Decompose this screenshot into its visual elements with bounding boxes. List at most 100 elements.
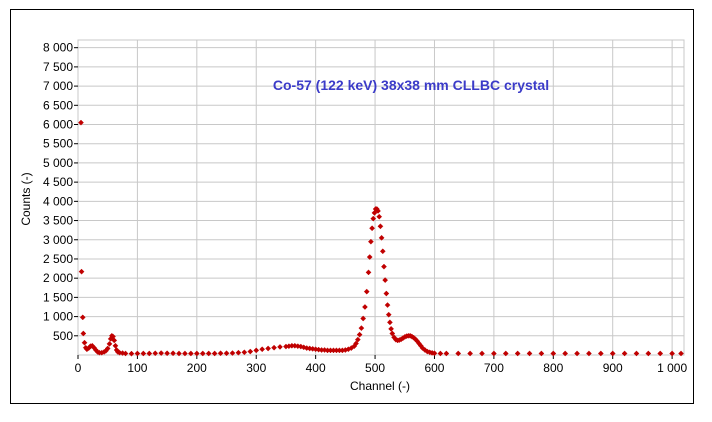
data-point	[241, 349, 248, 356]
data-point	[389, 330, 396, 337]
data-point	[609, 350, 616, 357]
chart-title: Co-57 (122 keV) 38x38 mm CLLBC crystal	[273, 77, 549, 93]
data-point	[422, 347, 428, 353]
data-point	[205, 350, 212, 357]
x-tick-label: 100	[127, 361, 147, 375]
data-point	[669, 350, 676, 357]
data-point	[277, 344, 283, 350]
x-axis-title: Channel (-)	[350, 379, 410, 393]
data-point	[562, 350, 569, 357]
data-point	[112, 342, 119, 349]
data-point	[146, 350, 153, 357]
y-tick-label: 8 000	[43, 41, 73, 55]
data-point	[211, 350, 218, 357]
x-tick-label: 900	[603, 361, 623, 375]
data-point	[78, 268, 85, 275]
data-point	[111, 337, 118, 344]
data-point	[176, 350, 182, 357]
data-point	[193, 350, 200, 357]
data-point	[80, 330, 87, 337]
x-tick-labels: 0 100 200 300 400 500 600 700 800 900 1 000	[75, 355, 687, 375]
data-point	[223, 350, 230, 357]
data-point	[187, 350, 194, 357]
data-point	[383, 290, 390, 297]
data-point	[490, 350, 497, 357]
data-point	[366, 254, 373, 260]
data-point	[385, 311, 392, 318]
data-point	[381, 263, 387, 270]
data-point	[597, 350, 604, 357]
x-tick-label: 1 000	[657, 361, 687, 375]
y-tick-label: 5 000	[43, 156, 73, 170]
y-tick-label: 3 000	[43, 233, 73, 247]
data-point	[362, 304, 368, 310]
x-tick-label: 600	[424, 361, 444, 375]
y-tick-label: 500	[53, 329, 73, 343]
data-point	[370, 215, 377, 222]
x-tick-label: 400	[306, 361, 326, 375]
data-point	[253, 347, 260, 354]
data-point	[247, 348, 254, 355]
data-point	[633, 350, 640, 357]
data-point	[678, 350, 684, 357]
data-point	[645, 350, 652, 357]
data-point	[79, 314, 86, 321]
data-point	[384, 302, 391, 308]
y-tick-label: 1 000	[43, 310, 73, 324]
x-tick-label: 700	[484, 361, 504, 375]
data-point	[356, 331, 363, 338]
x-tick-label: 0	[75, 361, 82, 375]
data-point	[170, 350, 176, 357]
y-tick-label: 7 000	[43, 79, 73, 93]
data-points	[78, 119, 684, 357]
data-point	[134, 350, 141, 357]
data-point	[378, 234, 385, 241]
data-point	[574, 350, 580, 357]
data-point	[259, 346, 266, 353]
y-tick-label: 6 000	[43, 118, 73, 132]
data-point	[229, 350, 236, 356]
data-point	[455, 350, 462, 357]
y-axis-title: Counts (-)	[19, 172, 33, 225]
data-point	[382, 277, 389, 283]
data-point	[377, 223, 384, 230]
data-point	[371, 209, 378, 216]
x-tick-label: 200	[187, 361, 207, 375]
grid-lines	[78, 40, 684, 355]
x-tick-label: 800	[543, 361, 563, 375]
data-point	[387, 319, 393, 326]
x-tick-label: 500	[365, 361, 385, 375]
y-tick-label: 4 000	[43, 194, 73, 208]
data-point	[182, 350, 188, 357]
data-point	[502, 350, 509, 357]
data-point	[467, 350, 474, 357]
data-point	[376, 213, 383, 220]
data-point	[368, 238, 374, 245]
data-point	[199, 350, 206, 357]
data-point	[122, 350, 129, 357]
data-point	[363, 288, 370, 295]
y-tick-label: 2 000	[43, 271, 73, 285]
data-point	[538, 350, 545, 357]
data-point	[271, 344, 277, 351]
y-tick-label: 3 500	[43, 214, 73, 228]
data-point	[152, 350, 159, 357]
data-point	[443, 350, 450, 357]
y-tick-label: 1 500	[43, 290, 73, 304]
data-point	[431, 350, 438, 357]
y-tick-label: 6 500	[43, 98, 73, 112]
plot-border	[77, 39, 685, 356]
data-point	[235, 349, 242, 356]
data-point	[437, 350, 444, 357]
data-point	[265, 345, 272, 352]
data-point	[369, 225, 375, 232]
data-point	[106, 340, 113, 347]
data-point	[360, 315, 367, 322]
data-point	[479, 350, 485, 357]
data-point	[514, 350, 521, 357]
data-point	[217, 350, 224, 357]
data-point	[586, 350, 592, 357]
data-point	[358, 325, 365, 331]
data-point	[354, 336, 361, 343]
data-point	[128, 350, 135, 357]
